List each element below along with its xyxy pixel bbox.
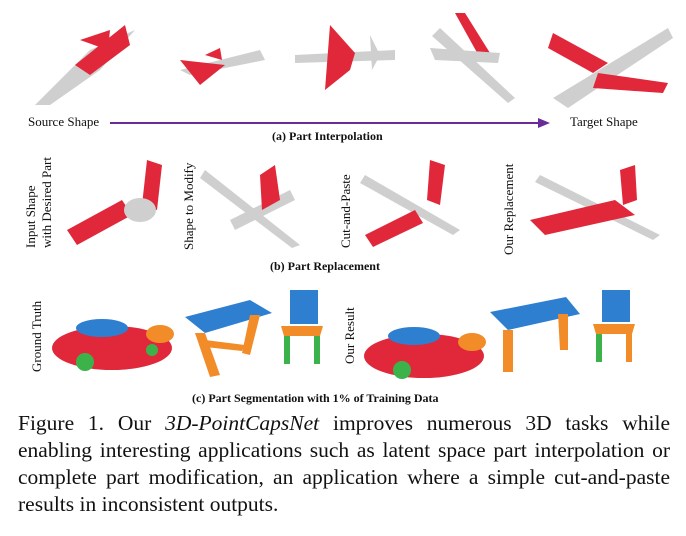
result-table-pointcloud xyxy=(490,297,580,372)
subcaption-b: (b) Part Replacement xyxy=(270,259,380,273)
subcaption-c: (c) Part Segmentation with 1% of Trainin… xyxy=(192,391,439,405)
input-part-pointcloud xyxy=(67,160,162,245)
result-car-pointcloud xyxy=(364,327,486,379)
desired-part-label: with Desired Part xyxy=(39,157,54,248)
airplane-pointcloud-4 xyxy=(430,13,515,103)
result-chair-pointcloud xyxy=(593,290,635,362)
interpolation-arrow xyxy=(110,118,550,128)
source-shape-label: Source Shape xyxy=(28,114,100,129)
airplane-pointcloud-5 xyxy=(548,28,673,108)
input-shape-label: Input Shape xyxy=(23,185,38,248)
airplane-pointcloud-3 xyxy=(295,25,395,90)
cut-paste-pointcloud xyxy=(360,160,460,247)
gt-car-pointcloud xyxy=(52,319,174,371)
subcaption-a: (a) Part Interpolation xyxy=(272,129,383,143)
airplane-pointcloud-1 xyxy=(35,25,135,105)
caption-method-name: 3D-PointCapsNet xyxy=(165,411,320,435)
our-result-label: Our Result xyxy=(342,307,357,364)
gt-table-pointcloud xyxy=(185,300,272,377)
caption-body: improves numerous 3D tasks while enablin… xyxy=(18,411,670,516)
ground-truth-label: Ground Truth xyxy=(29,300,44,372)
airplane-pointcloud-2 xyxy=(180,48,265,85)
our-replacement-label: Our Replacement xyxy=(501,163,516,255)
figure-caption: Figure 1. Our 3D-PointCapsNet improves n… xyxy=(18,410,670,518)
modify-airplane-pointcloud xyxy=(200,165,300,248)
cut-and-paste-label: Cut-and-Paste xyxy=(338,174,353,248)
replacement-pointcloud xyxy=(530,165,660,240)
target-shape-label: Target Shape xyxy=(570,114,638,129)
caption-prefix: Figure 1. Our xyxy=(18,411,166,435)
shape-to-modify-label: Shape to Modify xyxy=(181,162,196,250)
gt-chair-pointcloud xyxy=(281,290,323,364)
